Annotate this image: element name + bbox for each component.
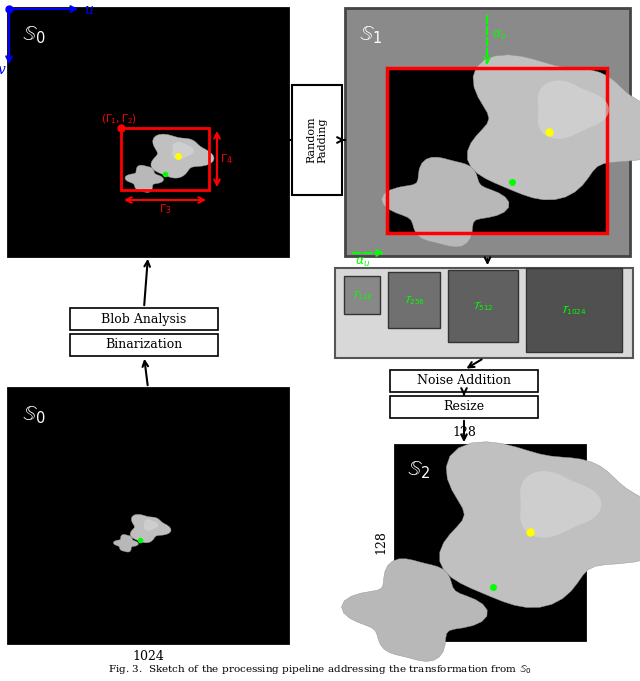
Bar bbox=[387, 68, 607, 233]
Text: Noise Addition: Noise Addition bbox=[417, 375, 511, 387]
Text: u: u bbox=[84, 3, 93, 17]
Bar bbox=[388, 272, 440, 328]
Polygon shape bbox=[132, 530, 143, 539]
Text: Random
Padding: Random Padding bbox=[306, 116, 328, 163]
Bar bbox=[526, 268, 622, 352]
Text: $\alpha_u$: $\alpha_u$ bbox=[355, 256, 371, 269]
Polygon shape bbox=[144, 520, 158, 530]
Bar bbox=[344, 276, 380, 314]
Polygon shape bbox=[154, 159, 172, 173]
Text: 128: 128 bbox=[374, 530, 387, 554]
Polygon shape bbox=[381, 157, 509, 247]
Text: $\mathcal{T}_{256}$: $\mathcal{T}_{256}$ bbox=[404, 293, 424, 307]
Polygon shape bbox=[342, 559, 487, 661]
Polygon shape bbox=[520, 471, 602, 538]
Text: v: v bbox=[0, 63, 5, 77]
Text: $\mathbb{S}_1$: $\mathbb{S}_1$ bbox=[359, 24, 382, 46]
Polygon shape bbox=[440, 442, 640, 607]
Polygon shape bbox=[479, 138, 535, 183]
Text: Resize: Resize bbox=[444, 400, 484, 413]
Text: Fig. 3.  Sketch of the processing pipeline addressing the transformation from $\: Fig. 3. Sketch of the processing pipelin… bbox=[108, 663, 532, 676]
Text: 128: 128 bbox=[452, 426, 476, 439]
Bar bbox=[448, 270, 518, 342]
Bar bbox=[390, 396, 538, 418]
Bar bbox=[8, 8, 288, 256]
Text: $\Gamma_3$: $\Gamma_3$ bbox=[159, 202, 172, 216]
Text: $\Gamma_4$: $\Gamma_4$ bbox=[220, 152, 233, 166]
Bar bbox=[292, 85, 342, 195]
Text: Blob Analysis: Blob Analysis bbox=[101, 313, 187, 326]
Bar bbox=[70, 334, 218, 356]
Text: $\mathcal{T}_{128}$: $\mathcal{T}_{128}$ bbox=[351, 288, 372, 302]
Polygon shape bbox=[538, 80, 609, 139]
Bar bbox=[335, 268, 633, 358]
Bar bbox=[8, 388, 288, 643]
Bar bbox=[390, 370, 538, 392]
Polygon shape bbox=[130, 514, 171, 543]
Bar bbox=[70, 308, 218, 330]
Polygon shape bbox=[467, 54, 640, 200]
Text: $\alpha_v$: $\alpha_v$ bbox=[492, 29, 508, 42]
Text: 1024: 1024 bbox=[132, 650, 164, 663]
Text: $\mathcal{T}_{512}$: $\mathcal{T}_{512}$ bbox=[473, 299, 493, 313]
Text: Binarization: Binarization bbox=[106, 338, 182, 351]
Text: $\mathbb{S}_2$: $\mathbb{S}_2$ bbox=[407, 459, 430, 481]
Polygon shape bbox=[125, 165, 164, 193]
Text: $(\Gamma_1, \Gamma_2)$: $(\Gamma_1, \Gamma_2)$ bbox=[101, 112, 137, 126]
Bar bbox=[345, 8, 630, 256]
Bar bbox=[121, 128, 209, 190]
Polygon shape bbox=[453, 537, 517, 588]
Polygon shape bbox=[113, 535, 138, 552]
Text: $\mathbb{S}_0$: $\mathbb{S}_0$ bbox=[22, 24, 45, 46]
Polygon shape bbox=[172, 142, 194, 159]
Polygon shape bbox=[151, 134, 214, 178]
Bar bbox=[395, 445, 585, 640]
Text: $\mathcal{T}_{1024}$: $\mathcal{T}_{1024}$ bbox=[561, 303, 587, 317]
Text: $\mathbb{S}_0$: $\mathbb{S}_0$ bbox=[22, 404, 45, 426]
Bar bbox=[387, 68, 607, 233]
